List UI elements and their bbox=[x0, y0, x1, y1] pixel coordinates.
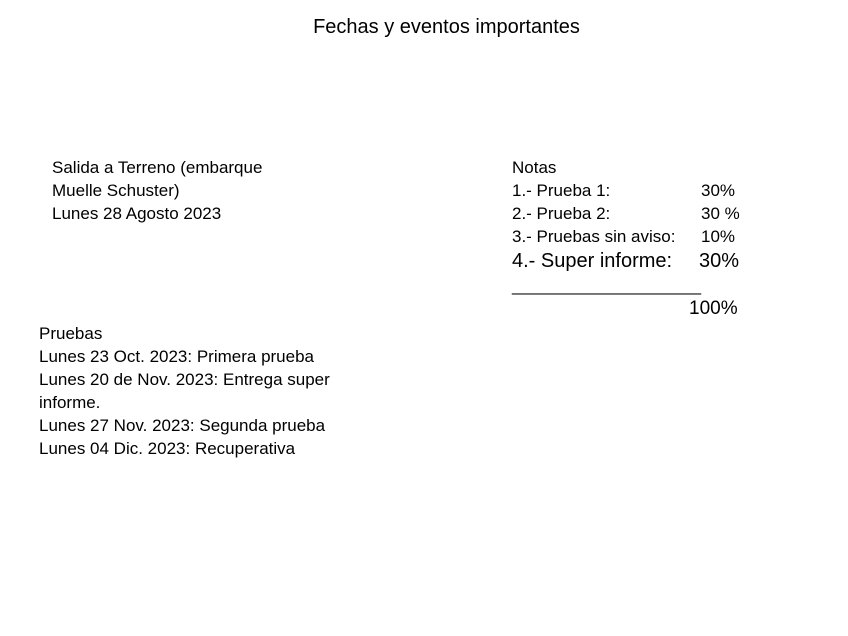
page-title: Fechas y eventos importantes bbox=[313, 16, 580, 38]
grades-heading: Notas bbox=[512, 158, 557, 177]
grade-item: 3.- Pruebas sin aviso: 10% bbox=[512, 225, 735, 248]
grade-label: 2.- Prueba 2: bbox=[512, 204, 611, 223]
field-trip-block: Salida a Terreno (embarque Muelle Schust… bbox=[52, 156, 262, 225]
test-date-line: Lunes 23 Oct. 2023: Primera prueba bbox=[39, 347, 314, 366]
separator-line: ____________________ bbox=[512, 276, 702, 295]
grade-label: 3.- Pruebas sin aviso: bbox=[512, 227, 676, 246]
grade-item: 4.- Super informe: 30% bbox=[512, 248, 739, 274]
test-date-line: informe. bbox=[39, 393, 101, 412]
grades-total: 100% bbox=[512, 297, 738, 320]
field-trip-line: Salida a Terreno (embarque bbox=[52, 158, 263, 177]
grades-total-value: 100% bbox=[689, 298, 738, 319]
grade-item: 1.- Prueba 1: 30% bbox=[512, 179, 735, 202]
tests-block: Pruebas Lunes 23 Oct. 2023: Primera prue… bbox=[39, 322, 330, 460]
grade-label: 1.- Prueba 1: bbox=[512, 181, 611, 200]
grade-value: 30 % bbox=[701, 204, 740, 223]
grade-value: 10% bbox=[701, 227, 736, 246]
field-trip-date: Lunes 28 Agosto 2023 bbox=[52, 204, 222, 223]
tests-heading: Pruebas bbox=[39, 324, 103, 343]
test-date-line: Lunes 27 Nov. 2023: Segunda prueba bbox=[39, 416, 326, 435]
field-trip-line: Muelle Schuster) bbox=[52, 181, 180, 200]
grade-value: 30% bbox=[701, 181, 736, 200]
test-date-line: Lunes 20 de Nov. 2023: Entrega super bbox=[39, 370, 330, 389]
grade-label: 4.- Super informe: bbox=[512, 250, 673, 272]
grade-item: 2.- Prueba 2: 30 % bbox=[512, 202, 740, 225]
test-date-line: Lunes 04 Dic. 2023: Recuperativa bbox=[39, 439, 296, 458]
grade-value: 30% bbox=[699, 250, 740, 272]
grades-block: Notas 1.- Prueba 1: 30% 2.- Prueba 2: 30… bbox=[512, 156, 740, 320]
